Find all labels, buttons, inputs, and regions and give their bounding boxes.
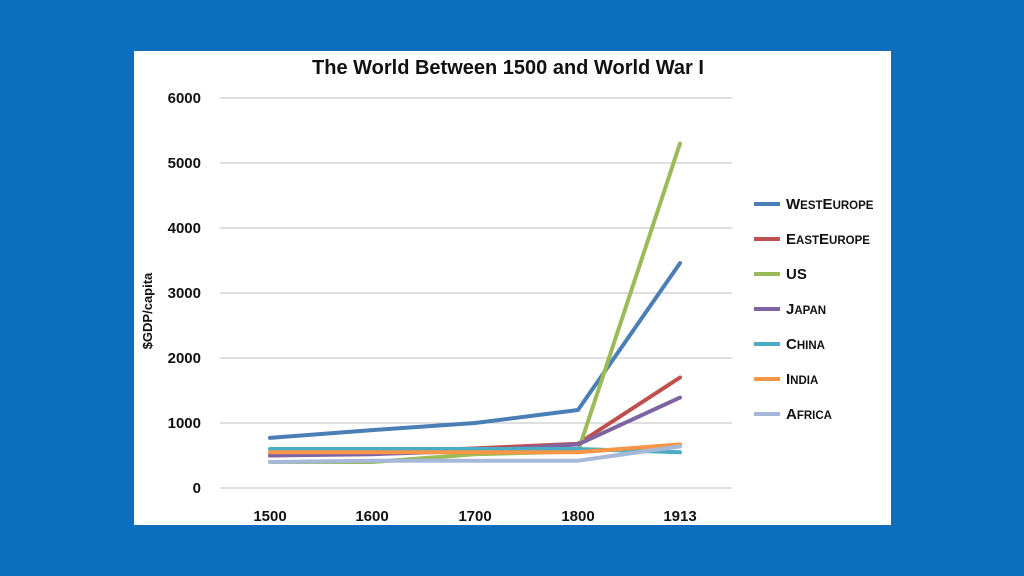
legend-item-africa: AFRICA: [754, 406, 832, 423]
x-tick-label: 1600: [355, 508, 388, 525]
legend-label: JAPAN: [786, 301, 826, 318]
legend-label: INDIA: [786, 371, 818, 388]
legend-item-westeurope: WESTEUROPE: [754, 196, 874, 213]
y-tick-label: 5000: [168, 155, 201, 172]
gridlines: [220, 97, 732, 489]
y-tick-label: 0: [193, 480, 201, 497]
y-axis-label: $GDP/capita: [140, 272, 155, 349]
x-tick-label: 1500: [253, 508, 286, 525]
x-tick-label: 1700: [458, 508, 491, 525]
series-line-westeurope: [268, 261, 682, 440]
legend-item-japan: JAPAN: [754, 301, 826, 318]
y-tick-label: 6000: [168, 90, 201, 107]
legend-label: AFRICA: [786, 406, 832, 423]
x-tick-label: 1913: [663, 508, 696, 525]
legend-label: US: [786, 266, 807, 283]
chart-panel: The World Between 1500 and World War I 0…: [134, 51, 891, 525]
legend-item-easteurope: EASTEUROPE: [754, 231, 870, 248]
legend-item-china: CHINA: [754, 336, 825, 353]
series-line-easteurope: [268, 375, 682, 458]
y-tick-label: 2000: [168, 350, 201, 367]
series-line-africa: [268, 444, 682, 464]
x-tick-label: 1800: [561, 508, 594, 525]
line-chart: The World Between 1500 and World War I 0…: [140, 57, 874, 525]
y-tick-label: 1000: [168, 415, 201, 432]
legend-item-india: INDIA: [754, 371, 818, 388]
chart-title: The World Between 1500 and World War I: [312, 57, 704, 79]
series-line-india: [268, 442, 682, 455]
legend-item-us: US: [754, 266, 807, 283]
x-axis-ticks: 1500 1600 1700 1800 1913: [253, 508, 696, 525]
y-axis-ticks: 0 1000 2000 3000 4000 5000 6000: [168, 90, 201, 497]
legend-label: WESTEUROPE: [786, 196, 874, 213]
series-line-us: [268, 141, 682, 464]
legend-label: CHINA: [786, 336, 825, 353]
y-tick-label: 4000: [168, 220, 201, 237]
series-lines: [268, 141, 682, 464]
legend: WESTEUROPE EASTEUROPE US JAPAN CHINA INDIA AFR…: [754, 196, 874, 423]
legend-label: EASTEUROPE: [786, 231, 870, 248]
y-tick-label: 3000: [168, 285, 201, 302]
